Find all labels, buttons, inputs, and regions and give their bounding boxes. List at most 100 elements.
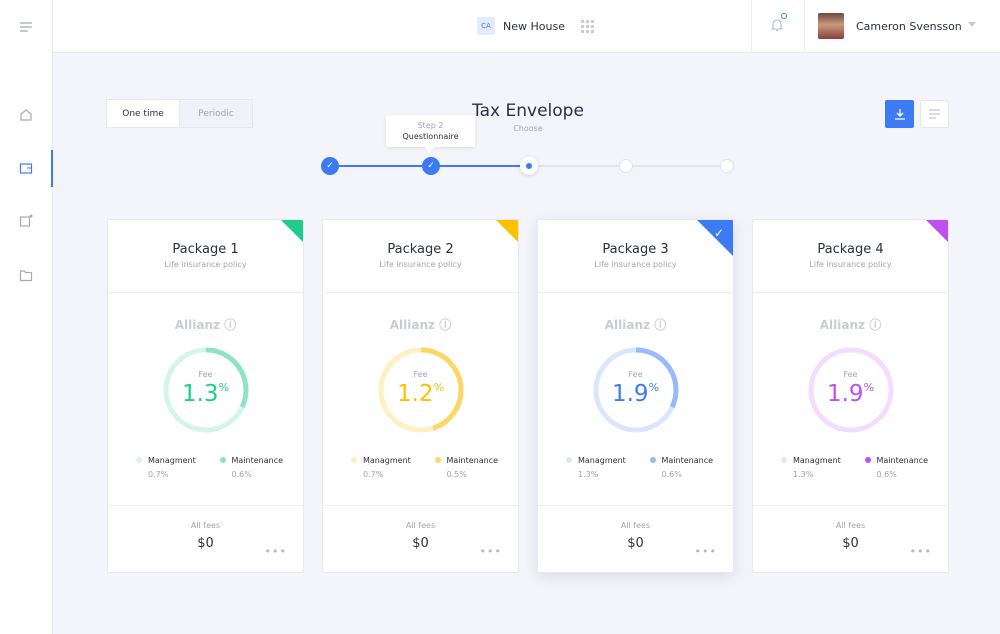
maintenance-value: 0.5%: [446, 470, 467, 479]
maintenance-value: 0.6%: [231, 470, 252, 479]
management-value: 1.3%: [793, 470, 814, 479]
fee-label: Fee: [628, 370, 643, 379]
management-label: Managment: [793, 456, 841, 465]
package-card-4[interactable]: Package 4 Life insurance policy Allianz …: [752, 219, 949, 573]
options-button[interactable]: [920, 100, 949, 128]
fee-ring: [163, 347, 249, 433]
maintenance-label: Maintenance: [231, 456, 284, 465]
maintenance-label: Maintenance: [661, 456, 714, 465]
maintenance-dot: [434, 457, 441, 463]
package-card-3[interactable]: Package 3 Life insurance policy Allianz …: [537, 219, 734, 573]
step-4[interactable]: [619, 159, 633, 173]
all-fees-value: $0: [197, 536, 214, 551]
fee-legend: Managment 0.7% Maintenance 0.5%: [351, 456, 508, 479]
step-tooltip: Step 2 Questionnaire: [386, 115, 475, 147]
all-fees-value: $0: [627, 536, 644, 551]
management-value: 1.3%: [578, 470, 599, 479]
insurer-logo: Allianz ⓘ: [604, 318, 667, 332]
maintenance-dot: [219, 457, 226, 463]
step-2[interactable]: ✓: [422, 157, 440, 175]
step-3[interactable]: [520, 157, 538, 175]
package-type: Life insurance policy: [809, 260, 892, 269]
tooltip-label: Questionnaire: [402, 132, 459, 141]
menu-icon[interactable]: [19, 20, 33, 34]
fee-ring: [378, 347, 464, 433]
ring-track: [808, 347, 894, 433]
fee-value: 1.9%: [611, 381, 660, 407]
ring-arc: [163, 347, 249, 433]
management-value: 0.7%: [363, 470, 384, 479]
toggle-periodic[interactable]: Periodic: [179, 100, 252, 127]
all-fees-label: All fees: [405, 521, 436, 530]
toggle-one-time[interactable]: One time: [107, 100, 179, 127]
insurer-logo: Allianz ⓘ: [174, 318, 237, 332]
step-1[interactable]: ✓: [321, 157, 339, 175]
management-dot: [351, 457, 357, 463]
management-dot: [566, 457, 572, 463]
fee-legend: Managment 1.3% Maintenance 0.6%: [781, 456, 938, 479]
tooltip-step: Step 2: [417, 121, 444, 130]
notification-dot: [781, 13, 787, 19]
download-button[interactable]: [885, 100, 914, 128]
package-name: Package 3: [602, 242, 669, 257]
ring-arc: [378, 347, 464, 433]
fee-ring: [593, 347, 679, 433]
all-fees-value: $0: [842, 536, 859, 551]
sidebar-active-indicator: [51, 150, 53, 187]
project-selector[interactable]: CA New House: [477, 17, 594, 35]
package-card-2[interactable]: Package 2 Life insurance policy Allianz …: [322, 219, 519, 573]
management-value: 0.7%: [148, 470, 169, 479]
fee-legend: Managment 1.3% Maintenance 0.6%: [566, 456, 723, 479]
insurer-logo: Allianz ⓘ: [819, 318, 882, 332]
apps-grid-icon[interactable]: [580, 19, 594, 33]
wallet-icon[interactable]: [19, 161, 33, 175]
sidebar: [0, 0, 53, 634]
management-label: Managment: [578, 456, 626, 465]
package-name: Package 2: [387, 242, 454, 257]
home-icon[interactable]: [19, 108, 33, 122]
chevron-down-icon[interactable]: [968, 22, 976, 27]
list-icon: [929, 109, 940, 119]
notes-icon[interactable]: [19, 214, 33, 228]
fee-value: 1.3%: [181, 381, 230, 407]
maintenance-value: 0.6%: [661, 470, 682, 479]
management-label: Managment: [148, 456, 196, 465]
fee-value: 1.9%: [826, 381, 875, 407]
download-icon: [894, 109, 905, 120]
more-icon[interactable]: •••: [479, 545, 502, 558]
folder-icon[interactable]: [19, 268, 33, 282]
project-name: New House: [503, 19, 565, 33]
payment-toggle: One time Periodic: [106, 99, 253, 128]
user-menu[interactable]: Cameron Svensson: [818, 13, 962, 39]
package-color-tag: [496, 220, 518, 242]
bell-icon[interactable]: [771, 18, 783, 32]
step-5[interactable]: [720, 159, 734, 173]
package-color-tag: [281, 220, 303, 242]
maintenance-label: Maintenance: [446, 456, 499, 465]
more-icon[interactable]: •••: [264, 545, 287, 558]
more-icon[interactable]: •••: [694, 545, 717, 558]
project-badge: CA: [477, 17, 495, 35]
selected-check-icon: ✓: [713, 226, 724, 240]
package-color-tag: [926, 220, 948, 242]
fee-ring: [808, 347, 894, 433]
fee-label: Fee: [413, 370, 428, 379]
fee-legend: Managment 0.7% Maintenance 0.6%: [136, 456, 293, 479]
package-card-1[interactable]: Package 1 Life insurance policy Allianz …: [107, 219, 304, 573]
all-fees-label: All fees: [620, 521, 651, 530]
management-dot: [781, 457, 787, 463]
maintenance-dot: [864, 457, 871, 463]
maintenance-dot: [649, 457, 656, 463]
ring-arc: [593, 347, 679, 433]
fee-label: Fee: [843, 370, 858, 379]
more-icon[interactable]: •••: [909, 545, 932, 558]
top-bar: CA New House Cameron Svensson: [53, 0, 1000, 53]
all-fees-value: $0: [412, 536, 429, 551]
package-name: Package 1: [172, 242, 239, 257]
avatar: [818, 13, 844, 39]
insurer-logo: Allianz ⓘ: [389, 318, 452, 332]
all-fees-label: All fees: [190, 521, 221, 530]
all-fees-label: All fees: [835, 521, 866, 530]
page-subtitle: Choose: [513, 124, 543, 133]
user-name: Cameron Svensson: [856, 19, 962, 33]
